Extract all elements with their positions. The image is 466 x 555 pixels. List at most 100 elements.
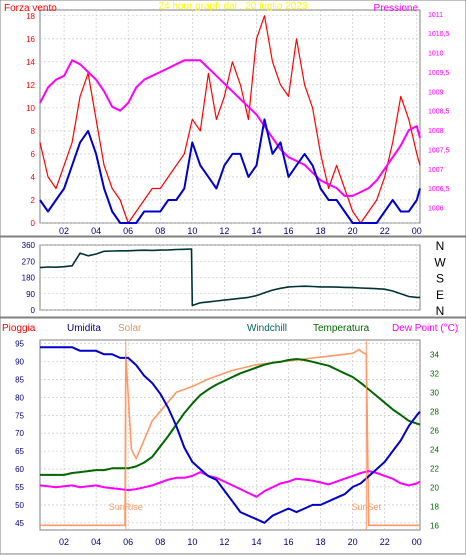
temperature-y-tick: 22 bbox=[430, 464, 439, 473]
temperature-y-tick: 28 bbox=[430, 407, 439, 416]
x-tick: 06 bbox=[123, 537, 133, 547]
dewpoint-line bbox=[39, 470, 421, 498]
legend-rain: Pioggia bbox=[2, 323, 36, 334]
wind-pressure-series bbox=[39, 15, 421, 224]
wind-direction-series bbox=[39, 248, 420, 307]
compass-label: E bbox=[436, 288, 444, 302]
time-x-tick-labels: 02 04 06 08 10 12 14 16 18 20 22 00 bbox=[59, 226, 422, 236]
x-tick: 22 bbox=[380, 226, 390, 236]
pressure-y-tick: 1006 bbox=[428, 206, 444, 213]
legend-humidity: Umidita bbox=[67, 323, 101, 334]
wind-y-tick: 0 bbox=[31, 219, 36, 228]
x-tick: 16 bbox=[284, 537, 294, 547]
pressure-y-tick: 1006,5 bbox=[428, 186, 450, 193]
legend-temperature: Temperatura bbox=[313, 323, 370, 334]
average-wind-line bbox=[39, 118, 421, 224]
humidity-y-tick: 65 bbox=[15, 447, 24, 456]
chart-title: 24 hour graph dal : 20 luglio 2023 bbox=[158, 1, 307, 12]
x-tick: 08 bbox=[155, 226, 165, 236]
wind-direction-line bbox=[39, 248, 420, 307]
x-tick: 04 bbox=[91, 226, 101, 236]
pressure-y-tick: 1010 bbox=[428, 51, 444, 58]
humidity-y-tick: 60 bbox=[15, 465, 24, 474]
x-tick: 06 bbox=[123, 226, 133, 236]
pressure-y-tick: 1011 bbox=[428, 12, 443, 19]
humidity-y-tick: 70 bbox=[15, 429, 24, 438]
temperature-series bbox=[39, 340, 421, 530]
temperature-y-tick: 30 bbox=[430, 388, 439, 397]
compass-label: N bbox=[436, 239, 445, 253]
x-tick: 12 bbox=[219, 537, 229, 547]
x-tick: 00 bbox=[412, 537, 422, 547]
humidity-y-tick-labels: 45 50 55 60 65 70 75 80 85 90 95 bbox=[15, 340, 24, 528]
humidity-y-tick: 55 bbox=[15, 483, 24, 492]
x-tick: 10 bbox=[187, 537, 197, 547]
temperature-y-tick: 16 bbox=[430, 521, 439, 530]
wind-y-tick: 2 bbox=[31, 196, 36, 205]
wind-direction-grid bbox=[40, 244, 420, 311]
temperature-y-tick: 24 bbox=[430, 445, 439, 454]
x-tick: 02 bbox=[59, 226, 69, 236]
sunset-annotation: SunSet bbox=[352, 502, 382, 512]
wind-y-tick: 16 bbox=[26, 35, 35, 44]
sunrise-annotation: SunRise bbox=[109, 502, 143, 512]
temperature-y-tick-labels: 16 18 20 22 24 26 28 30 32 34 bbox=[430, 350, 439, 530]
x-tick: 20 bbox=[348, 226, 358, 236]
direction-y-tick: 270 bbox=[22, 257, 36, 266]
humidity-y-tick: 95 bbox=[15, 340, 24, 349]
direction-y-tick: 360 bbox=[22, 241, 36, 250]
pressure-y-tick-labels: 1006 1006,5 1007 1007,5 1008 1008,5 1009 1009,5… bbox=[428, 12, 450, 213]
temperature-y-tick: 34 bbox=[430, 350, 439, 359]
humidity-y-tick: 75 bbox=[15, 411, 24, 420]
direction-y-tick-labels: 0 90 180 270 360 bbox=[22, 241, 36, 315]
x-tick: 14 bbox=[251, 226, 261, 236]
wind-y-tick: 14 bbox=[26, 58, 35, 67]
humidity-y-tick: 85 bbox=[15, 375, 24, 384]
humidity-y-tick: 80 bbox=[15, 393, 24, 402]
x-tick: 18 bbox=[316, 537, 326, 547]
direction-y-tick: 180 bbox=[22, 274, 36, 283]
x-tick: 20 bbox=[348, 537, 358, 547]
time-x-tick-labels-bottom: 02 04 06 08 10 12 14 16 18 20 22 00 bbox=[59, 537, 422, 547]
temperature-y-tick: 18 bbox=[430, 502, 439, 511]
direction-y-tick: 0 bbox=[31, 306, 36, 315]
x-tick: 16 bbox=[284, 226, 294, 236]
x-tick: 14 bbox=[251, 537, 261, 547]
pressure-y-tick: 1009 bbox=[428, 89, 444, 96]
pressure-y-tick: 1008 bbox=[428, 128, 444, 135]
humidity-y-tick: 50 bbox=[15, 501, 24, 510]
compass-label: N bbox=[436, 304, 445, 318]
humidity-y-tick: 45 bbox=[15, 519, 24, 528]
wind-y-tick: 4 bbox=[31, 173, 36, 182]
wind-y-tick: 12 bbox=[26, 81, 35, 90]
temperature-y-tick: 32 bbox=[430, 369, 439, 378]
x-tick: 10 bbox=[187, 226, 197, 236]
x-tick: 02 bbox=[59, 537, 69, 547]
legend-windchill: Windchill bbox=[247, 323, 287, 334]
direction-y-tick: 90 bbox=[26, 290, 35, 299]
temperature-y-tick: 20 bbox=[430, 483, 439, 492]
x-tick: 12 bbox=[219, 226, 229, 236]
pressure-y-tick: 1009,5 bbox=[428, 70, 450, 77]
solar-line bbox=[40, 348, 420, 527]
legend-dewpoint: Dew Point (°C) bbox=[392, 323, 458, 334]
pressure-y-tick: 1008,5 bbox=[428, 109, 450, 116]
legend-solar: Solar bbox=[118, 323, 142, 334]
pressure-y-tick: 1007 bbox=[428, 167, 444, 174]
wind-y-tick: 6 bbox=[31, 150, 36, 159]
temperature-line bbox=[40, 358, 421, 476]
pressure-y-tick: 1010,5 bbox=[428, 31, 450, 38]
x-tick: 08 bbox=[155, 537, 165, 547]
pressure-line bbox=[39, 59, 421, 197]
temperature-grid bbox=[40, 340, 420, 530]
x-tick: 18 bbox=[316, 226, 326, 236]
wind-y-tick-labels: 0 2 4 6 8 10 12 14 16 18 bbox=[26, 12, 35, 228]
pressure-y-tick: 1007,5 bbox=[428, 147, 450, 154]
x-tick: 04 bbox=[91, 537, 101, 547]
wind-y-tick: 8 bbox=[31, 127, 36, 136]
x-tick: 22 bbox=[380, 537, 390, 547]
wind-y-tick: 10 bbox=[26, 104, 35, 113]
